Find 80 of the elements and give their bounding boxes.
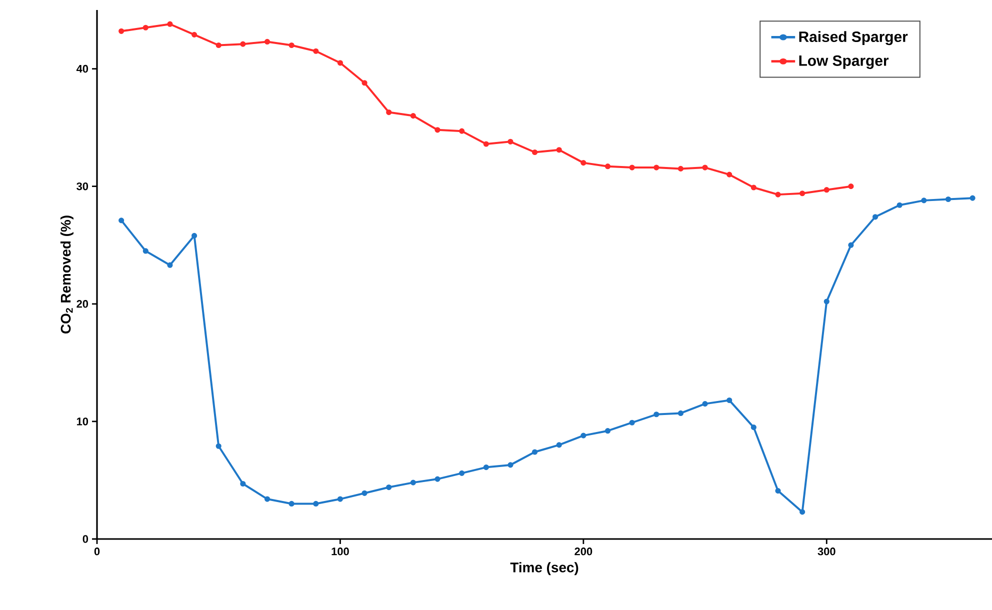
x-tick-label: 200 <box>574 548 592 556</box>
y-tick-label: 20 <box>76 300 88 308</box>
x-tick-label: 300 <box>818 548 836 556</box>
y-tick-label: 0 <box>82 535 88 543</box>
point <box>118 28 124 34</box>
point <box>970 195 976 201</box>
point <box>556 442 562 448</box>
point <box>824 298 830 304</box>
point <box>191 32 198 38</box>
point <box>264 38 270 45</box>
point <box>167 21 173 27</box>
point <box>556 147 562 153</box>
point <box>654 164 660 170</box>
point <box>896 202 902 208</box>
legend-label: Raised Sparger <box>799 31 908 46</box>
y-axis-title: CO$_{2}$ Removed (%) <box>60 216 74 334</box>
point <box>264 496 270 502</box>
point <box>945 196 952 202</box>
point <box>750 424 756 430</box>
point <box>508 138 514 144</box>
point <box>580 432 586 438</box>
point <box>508 462 514 468</box>
point <box>288 42 294 48</box>
point <box>702 164 708 170</box>
point <box>775 488 781 494</box>
point <box>337 496 344 502</box>
point <box>532 149 538 156</box>
point <box>167 262 173 268</box>
point <box>775 192 781 198</box>
point <box>654 412 660 418</box>
x-axis-title: Time (sec) <box>510 562 578 576</box>
legend-label: Low Sparger <box>799 55 889 69</box>
y-tick-label: 30 <box>76 182 88 190</box>
point <box>240 41 246 47</box>
point <box>872 214 878 220</box>
point <box>604 428 611 434</box>
point <box>629 164 635 170</box>
point <box>726 397 732 404</box>
point <box>410 480 416 486</box>
point <box>580 160 586 166</box>
point <box>337 60 344 66</box>
point <box>313 500 319 507</box>
point <box>459 470 465 476</box>
point <box>483 464 489 470</box>
point <box>604 164 611 170</box>
point <box>750 184 756 190</box>
point <box>848 184 854 190</box>
point <box>678 166 684 172</box>
point <box>118 218 124 224</box>
point <box>386 484 392 490</box>
point <box>921 198 927 204</box>
point <box>362 490 368 496</box>
point <box>362 80 368 86</box>
point <box>532 449 538 455</box>
point <box>434 127 440 133</box>
point <box>848 242 854 248</box>
x-tick-label: 100 <box>332 548 349 556</box>
point <box>434 476 440 482</box>
point <box>240 480 246 487</box>
point <box>216 42 222 48</box>
point <box>142 248 148 254</box>
y-tick-label: 10 <box>76 418 88 426</box>
point <box>459 128 465 134</box>
point <box>216 443 222 449</box>
point <box>191 232 198 239</box>
point <box>726 172 732 178</box>
point <box>800 509 806 515</box>
point <box>483 141 489 147</box>
point <box>678 410 684 416</box>
point <box>824 187 830 193</box>
point <box>386 109 392 116</box>
y-tick-label: 40 <box>76 64 88 73</box>
point <box>800 190 806 196</box>
point <box>629 420 635 426</box>
point <box>702 401 708 407</box>
point <box>142 24 148 30</box>
point <box>313 48 319 54</box>
point <box>288 500 294 507</box>
point <box>410 112 416 119</box>
x-tick-label: 0 <box>94 548 100 556</box>
